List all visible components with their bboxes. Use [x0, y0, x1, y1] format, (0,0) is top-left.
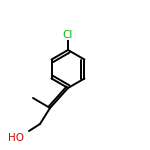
- Text: Cl: Cl: [63, 30, 73, 40]
- Text: HO: HO: [8, 133, 24, 143]
